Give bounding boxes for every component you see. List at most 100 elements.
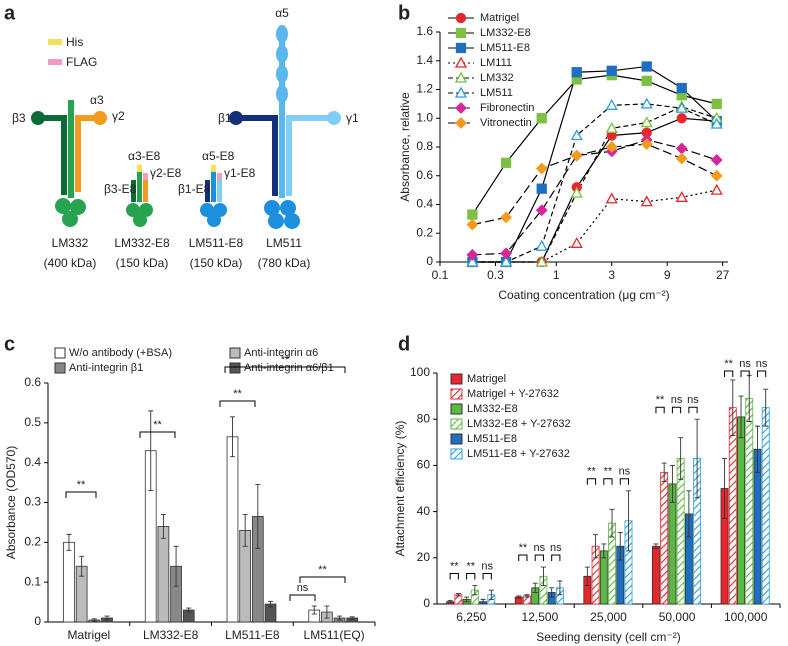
chain-label: γ2 — [112, 109, 125, 123]
significance: ns — [671, 394, 683, 406]
series-line — [472, 65, 718, 263]
bar — [737, 416, 745, 605]
error-bar — [540, 566, 546, 586]
significance: ** — [656, 394, 665, 406]
chain — [286, 115, 331, 196]
error-bar — [229, 416, 235, 458]
significance: ** — [519, 542, 528, 554]
error-bar — [324, 605, 330, 619]
error-bar — [609, 508, 615, 538]
bracket — [65, 491, 97, 498]
series-line — [471, 74, 717, 215]
y-tick-label: 1.6 — [416, 24, 433, 38]
chain-label: α5 — [275, 6, 289, 20]
chain-label: α5-E8 — [202, 149, 235, 163]
bracket — [289, 594, 316, 601]
panel-letter: d — [398, 333, 410, 355]
error-bar — [488, 589, 494, 600]
bar — [63, 541, 75, 623]
error-bar — [455, 593, 461, 597]
legend-swatch — [450, 448, 463, 460]
x-tick-label: Matrigel — [68, 628, 111, 642]
x-tick-label: LM332-E8 — [143, 628, 199, 642]
error-bar — [173, 545, 179, 587]
bracket — [219, 400, 256, 407]
significance: ns — [550, 542, 562, 554]
chain-label: γ1-E8 — [224, 166, 256, 180]
series-line — [472, 103, 717, 263]
bar — [599, 550, 608, 605]
y-tick-label: 0 — [426, 254, 433, 268]
chain-label: β1-E8 — [178, 182, 211, 196]
globule — [268, 213, 284, 229]
point — [570, 236, 583, 248]
point — [467, 209, 478, 220]
bracket — [482, 573, 492, 580]
significance: ** — [466, 560, 475, 572]
series-line — [472, 106, 717, 263]
bar — [728, 407, 737, 605]
y-tick-label: 0.3 — [24, 495, 41, 509]
y-axis-label: Attachment efficiency (%) — [393, 421, 407, 557]
protein-size: (150 kDa) — [190, 256, 243, 270]
x-tick-label: 12,500 — [522, 610, 559, 624]
point — [676, 82, 687, 94]
significance: ** — [604, 466, 613, 478]
bracket — [224, 366, 346, 373]
legend-label: Anti-integrin β1 — [69, 362, 143, 374]
bracket — [449, 573, 459, 580]
chain — [131, 180, 136, 202]
chain — [40, 115, 67, 195]
y-tick-label: 0 — [423, 596, 430, 610]
flag-tag — [217, 173, 222, 180]
x-tick-label: 9 — [664, 268, 671, 282]
legend-label: LM511-E8 — [480, 42, 530, 54]
his-swatch — [48, 39, 62, 45]
legend-marker — [455, 102, 467, 114]
significance: ** — [724, 358, 733, 370]
chain — [137, 172, 142, 202]
error-bar — [472, 585, 478, 596]
globule — [207, 213, 221, 227]
bead — [276, 25, 288, 43]
x-tick-label: 25,000 — [590, 610, 627, 624]
error-bar — [730, 379, 736, 436]
point — [536, 183, 547, 194]
error-bar — [148, 410, 154, 491]
legend-marker — [455, 27, 467, 39]
significance: ** — [318, 564, 327, 576]
error-bar — [593, 534, 599, 559]
bar — [660, 471, 669, 605]
protein-name: LM511 — [266, 236, 302, 250]
y-tick-label: 0.4 — [24, 455, 41, 469]
bracket — [139, 431, 176, 438]
legend-label: LM511-E8 — [467, 433, 517, 445]
y-tick-label: 20 — [417, 550, 431, 564]
point — [570, 186, 583, 198]
x-tick-label: 100,000 — [724, 610, 768, 624]
point — [676, 113, 687, 124]
point — [499, 255, 513, 267]
y-tick-label: 1.2 — [416, 82, 433, 96]
significance: ns — [739, 358, 751, 370]
his-tag — [211, 165, 216, 172]
significance: ** — [77, 479, 86, 491]
point — [710, 154, 723, 166]
y-tick-label: 0.6 — [416, 168, 433, 182]
point — [535, 162, 548, 175]
legend-label: W/o antibody (+BSA) — [69, 347, 172, 359]
y-tick-label: 1.4 — [416, 53, 433, 67]
legend-label: Vitronectin — [480, 117, 532, 129]
legend-swatch — [229, 347, 241, 359]
series-line — [472, 143, 717, 226]
panel-letter: a — [4, 2, 16, 24]
legend-marker — [455, 117, 467, 129]
y-tick-label: 0.5 — [24, 415, 41, 429]
error-bar — [464, 596, 470, 603]
error-bar — [653, 543, 659, 550]
chain-label: γ1 — [346, 111, 359, 125]
chain-label: β1 — [218, 111, 232, 125]
point — [675, 152, 688, 165]
point — [710, 117, 723, 129]
y-tick-label: 80 — [417, 411, 431, 425]
